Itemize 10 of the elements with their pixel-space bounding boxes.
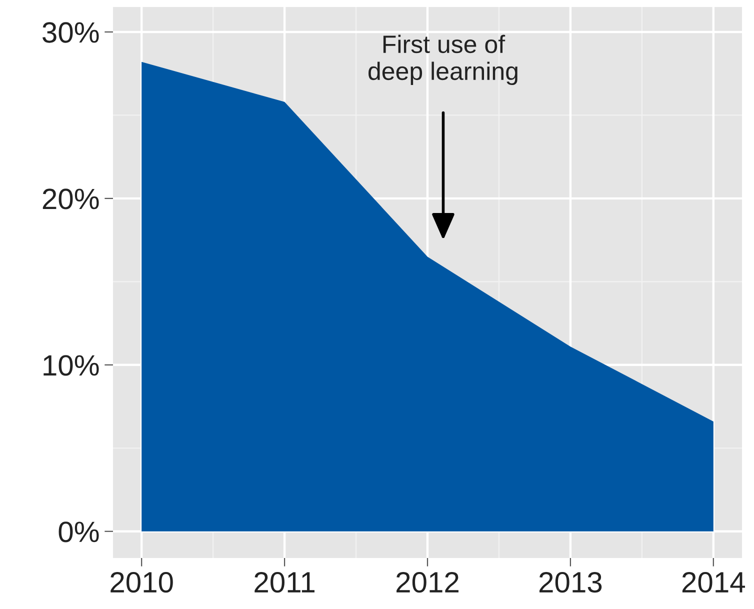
x-tick-label: 2013 [539,572,602,593]
x-tick-label: 2011 [254,572,314,593]
y-tick-label: 30% [42,22,99,43]
x-tick-label: 2010 [110,572,173,593]
y-tick-label: 0% [58,522,99,542]
x-tick-label: 2012 [396,572,458,593]
x-tick-label: 2014 [682,572,745,593]
y-tick-label: 20% [42,188,99,210]
y-tick-label: 10% [44,355,99,376]
annotation: First use of deep learning [368,34,518,86]
